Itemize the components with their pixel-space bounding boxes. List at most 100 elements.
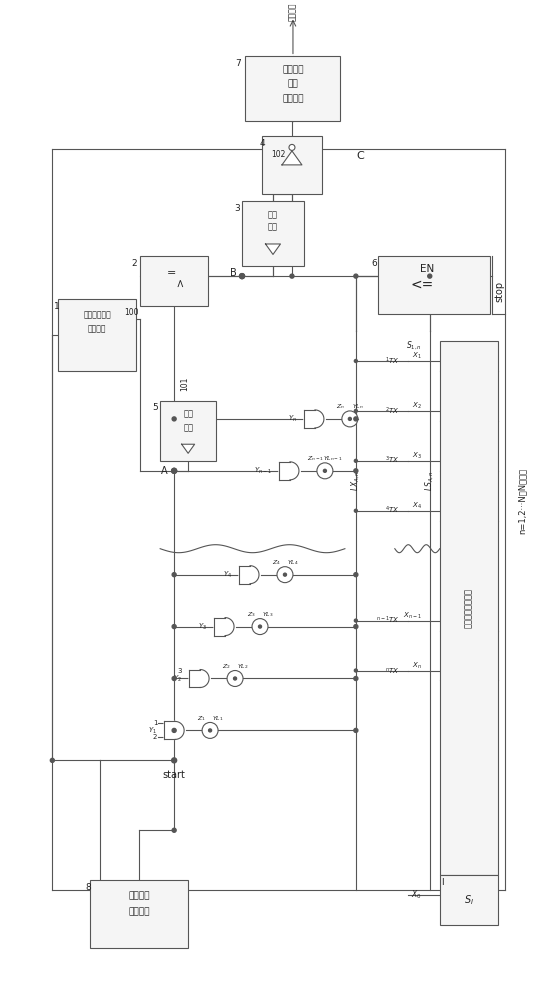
- Circle shape: [172, 417, 176, 421]
- Text: $Y_1$: $Y_1$: [148, 725, 157, 736]
- Circle shape: [317, 463, 333, 479]
- Text: start: start: [163, 770, 185, 780]
- Text: $S_{1,n}$: $S_{1,n}$: [406, 340, 422, 352]
- Text: $Z_n$: $Z_n$: [337, 402, 345, 411]
- Text: 系统时钟: 系统时钟: [129, 892, 150, 901]
- Text: $X_0$: $X_0$: [411, 889, 422, 901]
- Text: $Y_2$: $Y_2$: [173, 673, 182, 684]
- Text: EN: EN: [420, 264, 434, 274]
- Text: 管理电路: 管理电路: [282, 94, 304, 103]
- Circle shape: [428, 274, 431, 278]
- Text: $^2TX$: $^2TX$: [385, 405, 400, 417]
- Text: $S_I$: $S_I$: [464, 893, 474, 907]
- Circle shape: [172, 469, 176, 473]
- Circle shape: [172, 828, 176, 832]
- Text: $X_4$: $X_4$: [412, 501, 422, 511]
- Text: $LX_{A,n}$: $LX_{A,n}$: [349, 470, 362, 491]
- Text: <: <: [173, 279, 183, 289]
- Text: A: A: [161, 466, 167, 476]
- Circle shape: [354, 728, 358, 732]
- Text: 脉冲输出: 脉冲输出: [288, 2, 297, 21]
- Text: 1: 1: [54, 302, 59, 311]
- Circle shape: [354, 509, 358, 512]
- Circle shape: [172, 758, 177, 763]
- Text: $YL_3$: $YL_3$: [262, 610, 274, 619]
- Polygon shape: [182, 444, 195, 453]
- Text: 7: 7: [235, 59, 241, 68]
- Text: $Z_3$: $Z_3$: [247, 610, 256, 619]
- Text: $YL_n$: $YL_n$: [352, 402, 364, 411]
- Circle shape: [284, 573, 286, 576]
- Text: stop: stop: [495, 281, 504, 302]
- Circle shape: [348, 417, 352, 420]
- Text: $^4TX$: $^4TX$: [385, 505, 400, 516]
- Text: 3: 3: [234, 204, 240, 213]
- Circle shape: [342, 411, 358, 427]
- Circle shape: [354, 359, 358, 362]
- Text: 100: 100: [124, 308, 138, 317]
- Polygon shape: [164, 721, 184, 739]
- Text: $X_n$: $X_n$: [412, 660, 422, 671]
- Polygon shape: [239, 566, 259, 584]
- Text: $^1TX$: $^1TX$: [385, 355, 400, 367]
- Polygon shape: [282, 151, 302, 165]
- Circle shape: [258, 625, 262, 628]
- Bar: [440, 875, 497, 925]
- Text: 计数: 计数: [183, 409, 193, 418]
- Text: $X_3$: $X_3$: [412, 451, 422, 461]
- Text: 寄存: 寄存: [268, 223, 278, 232]
- Text: 3: 3: [178, 668, 182, 674]
- Circle shape: [354, 469, 358, 473]
- Text: 101: 101: [181, 377, 190, 391]
- Circle shape: [290, 274, 294, 278]
- Text: 8: 8: [85, 883, 91, 892]
- Text: 计数: 计数: [268, 211, 278, 220]
- Text: 预置单元定时参数: 预置单元定时参数: [464, 588, 473, 628]
- Circle shape: [323, 469, 326, 472]
- Circle shape: [252, 619, 268, 635]
- Text: $YL_1$: $YL_1$: [212, 714, 224, 723]
- Text: $LS_{A,n}$: $LS_{A,n}$: [423, 471, 436, 491]
- Text: 1: 1: [153, 720, 158, 726]
- Polygon shape: [279, 462, 299, 480]
- Bar: [440, 341, 497, 875]
- Polygon shape: [189, 670, 209, 687]
- Bar: [140, 256, 208, 306]
- Bar: [378, 256, 490, 314]
- Bar: [242, 201, 304, 266]
- Circle shape: [209, 729, 212, 732]
- Text: $Z_2$: $Z_2$: [222, 662, 230, 671]
- Circle shape: [50, 758, 54, 762]
- Text: <=: <=: [410, 278, 434, 292]
- Text: $Y_n$: $Y_n$: [288, 414, 297, 424]
- Text: $YL_2$: $YL_2$: [237, 662, 249, 671]
- Text: $X_{n-1}$: $X_{n-1}$: [403, 610, 422, 621]
- Circle shape: [354, 625, 358, 629]
- Circle shape: [289, 144, 295, 150]
- Circle shape: [172, 677, 176, 680]
- Text: $^nTX$: $^nTX$: [385, 666, 400, 676]
- Text: I: I: [442, 878, 444, 887]
- Text: 寄存: 寄存: [183, 423, 193, 432]
- Text: 设定参数: 设定参数: [88, 325, 107, 334]
- Circle shape: [240, 274, 244, 279]
- Circle shape: [354, 409, 358, 412]
- Bar: [160, 401, 216, 461]
- Bar: [58, 299, 136, 371]
- Bar: [90, 880, 188, 948]
- Text: 定时电路: 定时电路: [129, 908, 150, 917]
- Circle shape: [172, 625, 176, 629]
- Text: 5: 5: [152, 403, 158, 412]
- Circle shape: [202, 722, 218, 738]
- Circle shape: [354, 669, 358, 672]
- Circle shape: [234, 677, 236, 680]
- Text: $Y_4$: $Y_4$: [223, 570, 232, 580]
- Text: 2: 2: [131, 259, 137, 268]
- Text: 102: 102: [271, 150, 285, 159]
- Circle shape: [240, 274, 244, 279]
- Bar: [262, 136, 322, 194]
- Circle shape: [172, 468, 177, 473]
- Circle shape: [354, 677, 358, 680]
- Text: $^3TX$: $^3TX$: [385, 455, 400, 466]
- Polygon shape: [304, 410, 324, 428]
